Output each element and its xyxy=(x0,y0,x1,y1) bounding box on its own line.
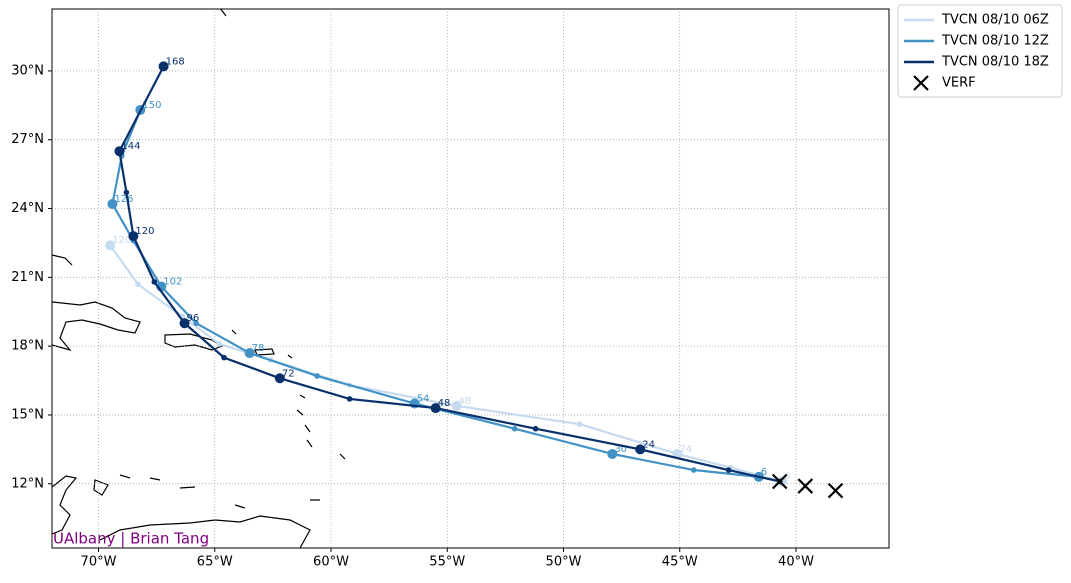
x-tick-label: 55°W xyxy=(429,555,465,570)
track-point xyxy=(216,341,223,347)
point-label: 150 xyxy=(142,100,161,111)
track-point xyxy=(346,396,353,402)
legend-label: TVCN 08/10 12Z xyxy=(941,34,1049,49)
x-tick-label: 65°W xyxy=(197,555,233,570)
track-point xyxy=(193,320,199,327)
track-line xyxy=(111,109,759,478)
plot-frame xyxy=(51,8,890,549)
point-label: 24 xyxy=(642,439,655,450)
legend-label: TVCN 08/10 06Z xyxy=(941,13,1049,28)
track-point xyxy=(114,146,125,157)
track-point xyxy=(725,467,732,473)
legend-marker xyxy=(913,75,929,91)
track-point xyxy=(128,231,139,242)
track-point xyxy=(511,425,518,432)
point-label: 120 xyxy=(112,235,131,246)
point-label: 24 xyxy=(679,444,692,455)
legend-label: VERF xyxy=(942,76,976,91)
track-point xyxy=(451,400,462,411)
legend-box xyxy=(897,4,1063,98)
point-label: 96 xyxy=(187,313,200,324)
track-point xyxy=(107,198,118,209)
point-label: 102 xyxy=(163,277,182,288)
track-point xyxy=(135,281,141,288)
track-point xyxy=(532,425,539,432)
y-tick-label: 18°N xyxy=(11,339,44,354)
point-label: 78 xyxy=(252,343,265,354)
track-point xyxy=(221,354,227,361)
coastlines xyxy=(52,9,346,548)
track-point xyxy=(179,318,190,329)
track-point xyxy=(690,467,697,473)
point-label: 0 xyxy=(784,471,790,482)
track-point xyxy=(576,421,583,427)
track-point xyxy=(105,240,116,251)
y-tick-label: 24°N xyxy=(11,201,44,216)
credit: UAlbany | Brian Tang xyxy=(53,530,209,548)
track-point xyxy=(151,279,158,285)
x-tick-label: 40°W xyxy=(778,555,814,570)
track-point xyxy=(123,189,130,196)
point-label: 168 xyxy=(166,56,185,67)
point-label: 30 xyxy=(614,444,627,455)
track-point xyxy=(244,348,255,359)
x-tick-label: 45°W xyxy=(662,555,698,570)
track-point xyxy=(158,61,169,72)
point-label: 48 xyxy=(459,396,472,407)
y-tick-label: 27°N xyxy=(11,132,44,147)
verf-marker xyxy=(827,482,844,499)
point-label: 120 xyxy=(135,226,154,237)
verf-marker xyxy=(771,473,788,490)
point-label: 6 xyxy=(761,467,767,478)
track-line xyxy=(118,65,780,483)
y-tick-label: 21°N xyxy=(11,270,44,285)
legend-label: TVCN 08/10 18Z xyxy=(941,55,1049,70)
verf-marker xyxy=(797,478,814,494)
x-tick-label: 70°W xyxy=(81,555,117,570)
point-label: 48 xyxy=(438,398,451,409)
track-point xyxy=(430,403,441,414)
point-label: 126 xyxy=(114,194,133,205)
y-tick-label: 15°N xyxy=(11,407,44,422)
x-tick-label: 50°W xyxy=(546,555,582,570)
track-point xyxy=(607,448,618,459)
y-tick-label: 30°N xyxy=(11,63,44,78)
track-point xyxy=(314,373,320,379)
track-point xyxy=(635,444,646,455)
x-tick-label: 60°W xyxy=(313,555,349,570)
y-tick-label: 12°N xyxy=(11,476,44,491)
point-label: 72 xyxy=(282,368,295,379)
point-label: 144 xyxy=(121,141,140,152)
point-label: 54 xyxy=(417,394,430,405)
track-point xyxy=(274,373,285,384)
